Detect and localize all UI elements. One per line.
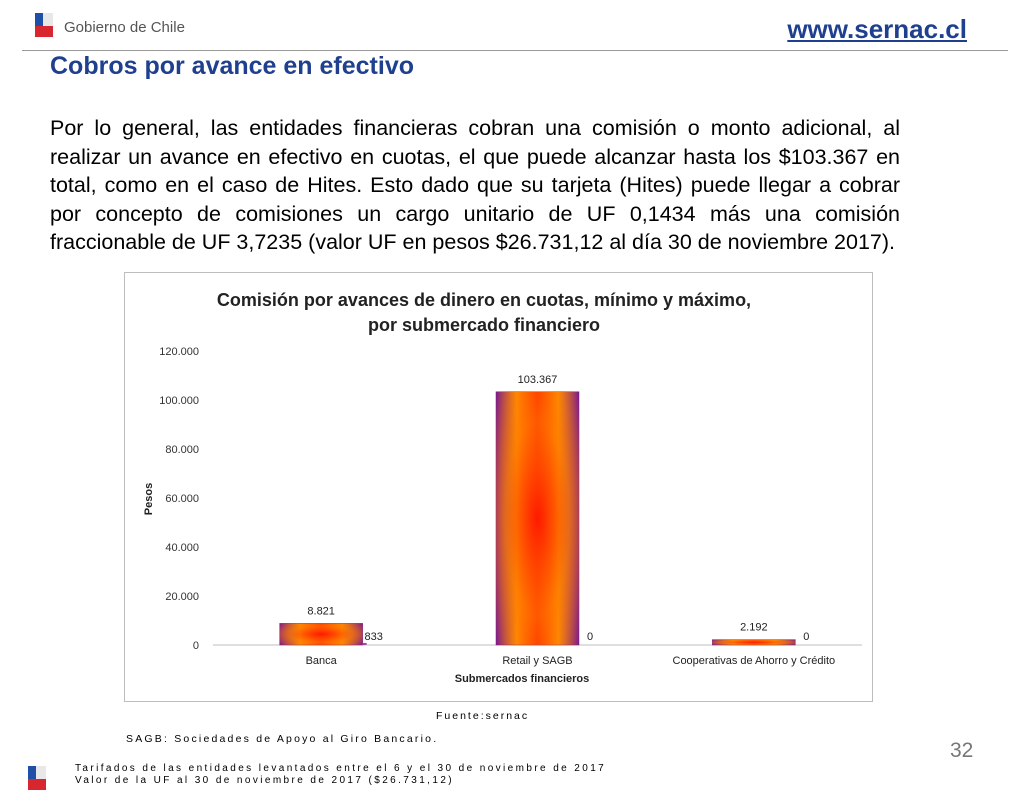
body-paragraph: Por lo general, las entidades financiera… [50, 116, 900, 254]
footnote-2: Valor de la UF al 30 de noviembre de 201… [75, 775, 455, 786]
sagb-note: SAGB: Sociedades de Apoyo al Giro Bancar… [126, 733, 439, 745]
y-tick-label: 120.000 [159, 346, 199, 358]
header-divider [22, 50, 1008, 51]
data-label-max: 8.821 [307, 605, 335, 617]
slide-title: Cobros por avance en efectivo [50, 52, 415, 80]
source-note: Fuente:sernac [436, 710, 530, 722]
x-axis-label: Submercados financieros [455, 673, 590, 685]
data-label-min: 0 [803, 631, 809, 643]
value-labels: 8.821 833 103.367 0 2.192 0 [307, 374, 809, 643]
y-tick-label: 40.000 [165, 542, 199, 554]
x-tick-label: Retail y SAGB [502, 655, 572, 667]
bar-max-glow [279, 623, 363, 645]
bar-max-glow [712, 639, 796, 645]
y-tick-label: 100.000 [159, 395, 199, 407]
bar-series [279, 391, 796, 646]
bar-max-glow [496, 391, 579, 645]
government-name: Gobierno de Chile [64, 19, 185, 36]
x-tick-label: Banca [306, 655, 338, 667]
data-label-max: 103.367 [518, 374, 558, 386]
chart-title-line-2: por submercado financiero [368, 315, 600, 335]
y-axis-ticks: 0 20.000 40.000 60.000 80.000 100.000 120.000 [159, 346, 199, 652]
data-label-min: 0 [587, 631, 593, 643]
data-label-min: 833 [364, 631, 382, 643]
x-tick-label: Cooperativas de Ahorro y Crédito [673, 655, 836, 667]
website-link[interactable]: www.sernac.cl [787, 14, 967, 44]
y-tick-label: 60.000 [165, 493, 199, 505]
chart-canvas: Comisión por avances de dinero en cuotas… [143, 290, 862, 685]
data-label-max: 2.192 [740, 622, 768, 634]
y-axis-label: Pesos [143, 483, 155, 515]
bar-chart: Comisión por avances de dinero en cuotas… [124, 272, 873, 702]
bar-min [362, 642, 367, 645]
chile-flag-logo-footer [28, 766, 46, 790]
y-tick-label: 0 [193, 640, 199, 652]
chart-title-line-1: Comisión por avances de dinero en cuotas… [217, 290, 751, 310]
y-tick-label: 80.000 [165, 444, 199, 456]
y-tick-label: 20.000 [165, 591, 199, 603]
x-axis-tick-labels: Banca Retail y SAGB Cooperativas de Ahorro… [306, 655, 836, 667]
page-number: 32 [950, 739, 974, 762]
chile-flag-logo [35, 13, 53, 37]
footnote-1: Tarifados de las entidades levantados en… [75, 763, 607, 774]
